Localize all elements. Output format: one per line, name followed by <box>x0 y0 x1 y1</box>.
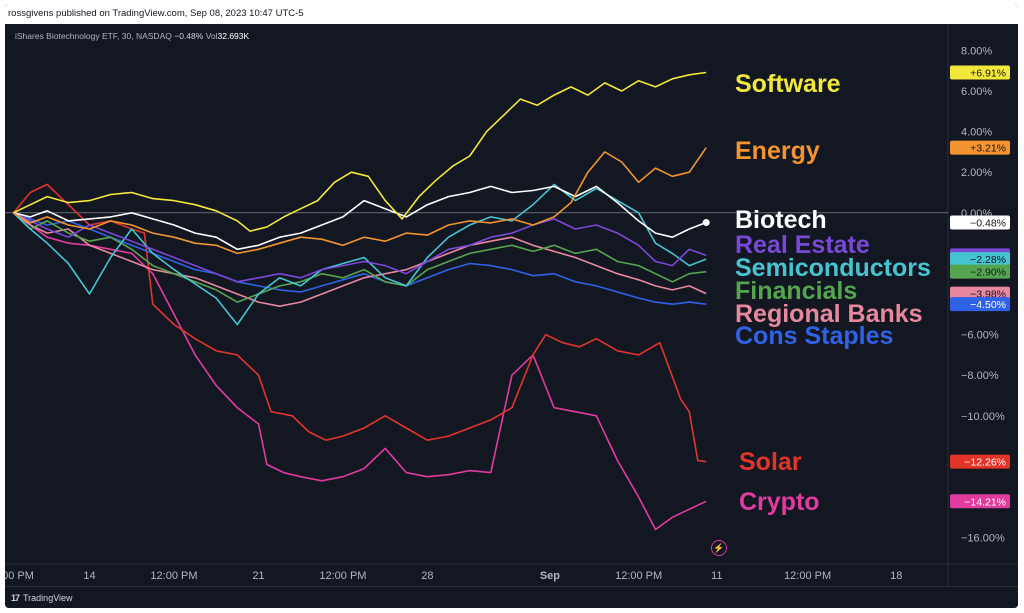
x-tick-label: 12:00 PM <box>615 570 662 582</box>
series-line-financials <box>12 212 707 303</box>
series-line-software <box>13 71 707 232</box>
volume-value: 32.693K <box>217 31 250 41</box>
x-tick-label: 12:00 PM <box>150 570 197 582</box>
series-line-energy <box>12 147 707 255</box>
tradingview-label: TradingView <box>23 593 73 603</box>
series-line-cons-staples <box>13 212 707 305</box>
lightning-icon[interactable]: ⚡ <box>711 540 727 556</box>
y-tick-label: −8.00% <box>961 370 999 382</box>
series-label-solar: Solar <box>739 448 802 476</box>
biotech-last-point <box>702 219 710 227</box>
y-tick-label: −10.00% <box>961 411 1005 423</box>
series-label-cons-staples: Cons Staples <box>735 322 893 350</box>
y-tick-label: 2.00% <box>961 167 992 179</box>
y-tick-label: 8.00% <box>961 45 992 57</box>
price-badge-financials <box>950 264 1010 279</box>
price-badge-text: −2.90% <box>970 267 1006 279</box>
y-tick-label: −6.00% <box>961 330 999 342</box>
series-line-real-estate <box>13 212 707 283</box>
series-label-semiconductors: Semiconductors <box>735 254 931 282</box>
volume-label: Vol <box>205 31 218 41</box>
price-badge-cons-staples <box>950 297 1010 312</box>
price-badge-crypto <box>950 494 1010 509</box>
series-label-software: Software <box>735 70 841 98</box>
price-badge-text: −14.21% <box>964 496 1006 508</box>
publisher-text: rossgivens published on TradingView.com,… <box>8 8 304 19</box>
x-tick-label: 28 <box>421 570 433 582</box>
price-badge-text: −0.48% <box>970 218 1006 230</box>
series-line-biotech <box>13 185 707 251</box>
x-tick-label: 18 <box>890 570 902 582</box>
series-label-biotech: Biotech <box>735 206 827 234</box>
series-label-real-estate: Real Estate <box>735 231 870 259</box>
price-badge-text: −4.50% <box>970 299 1006 311</box>
price-badge-text: −12.26% <box>964 457 1006 469</box>
y-tick-label: 6.00% <box>961 86 992 98</box>
price-badge-semiconductors <box>950 252 1010 267</box>
price-badge-regional-banks <box>950 286 1010 301</box>
x-tick-label: 2:00 PM <box>5 570 34 582</box>
chart-frame: rossgivens published on TradingView.com,… <box>5 4 1018 608</box>
x-tick-label: 11 <box>711 570 722 582</box>
symbol-legend[interactable]: iShares Biotechnology ETF, 30, NASDAQ −0… <box>15 31 249 41</box>
symbol-change: −0.48% <box>174 31 204 41</box>
symbol-name: iShares Biotechnology ETF, 30, NASDAQ <box>15 31 172 41</box>
y-tick-label: 4.00% <box>961 127 992 139</box>
chart-canvas[interactable]: 8.00%6.00%4.00%2.00%0.00%−6.00%−8.00%−10… <box>5 4 1018 586</box>
price-badge-text: +3.21% <box>970 143 1006 155</box>
publisher-bar: rossgivens published on TradingView.com,… <box>5 4 1018 24</box>
x-tick-label: 21 <box>252 570 264 582</box>
x-tick-label: 14 <box>83 570 95 582</box>
series-label-crypto: Crypto <box>739 488 820 516</box>
price-badge-solar <box>950 454 1010 469</box>
tradingview-logo-icon: 17 <box>11 593 20 603</box>
series-line-solar <box>12 183 707 463</box>
price-badge-biotech <box>950 215 1010 230</box>
series-line-regional-banks <box>12 212 707 307</box>
x-tick-label: 12:00 PM <box>784 570 831 582</box>
series-label-financials: Financials <box>735 277 857 305</box>
price-badge-energy <box>950 140 1010 155</box>
x-tick-label: 12:00 PM <box>319 570 366 582</box>
price-badge-software <box>950 65 1010 80</box>
series-label-regional-banks: Regional Banks <box>735 300 923 328</box>
tradingview-brand[interactable]: 17 TradingView <box>11 593 73 603</box>
x-tick-label: Sep <box>540 570 560 582</box>
series-line-semiconductors <box>12 183 707 326</box>
y-tick-label: −16.00% <box>961 533 1005 545</box>
series-label-energy: Energy <box>735 137 820 165</box>
price-badge-text: −2.28% <box>970 254 1006 266</box>
footer-bar: 17 TradingView <box>5 586 1018 608</box>
price-badge-text: +6.91% <box>970 68 1006 80</box>
series-line-crypto <box>12 212 707 531</box>
